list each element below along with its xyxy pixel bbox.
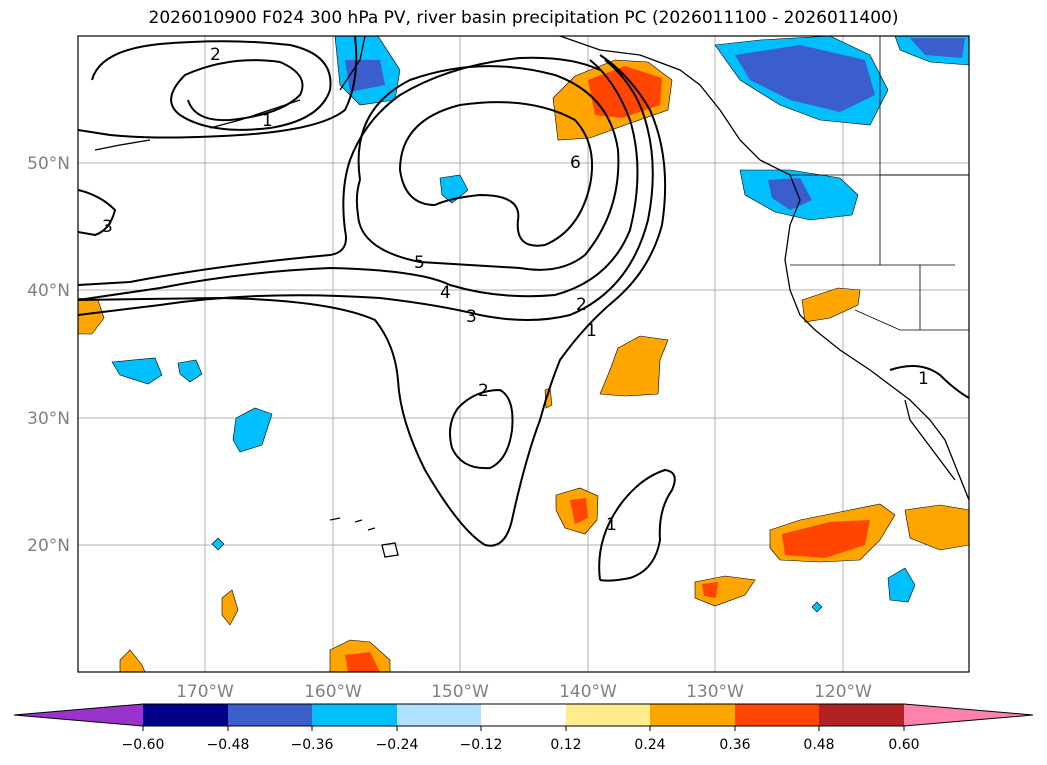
lon-label: 170°W [176, 682, 234, 702]
contour-label: 3 [102, 217, 113, 237]
colorbar-segment [312, 704, 397, 726]
contour-label: 4 [440, 283, 451, 303]
pv-contour-1-east [889, 365, 969, 399]
contour-labels: 2 1 3 6 5 4 3 2 1 2 1 1 [102, 45, 929, 535]
contour-label: 1 [606, 515, 617, 535]
contour-label: 6 [570, 153, 581, 173]
pv-contour-5 [355, 65, 620, 271]
pv-contour-2-north [91, 40, 332, 131]
map-plot-area: 2 1 3 6 5 4 3 2 1 2 1 1 [78, 36, 969, 672]
neg-blob-midpacific [439, 174, 469, 204]
contour-label: 1 [918, 369, 929, 389]
contour-label: 5 [414, 253, 425, 273]
coast-alaska [94, 36, 761, 161]
colorbar-tick-label: −0.48 [207, 737, 250, 753]
lon-label: 130°W [686, 682, 744, 702]
colorbar-segment [143, 704, 228, 726]
contour-label: 2 [478, 381, 489, 401]
coastlines [94, 36, 969, 558]
colorbar-segment [397, 704, 481, 726]
coast-baja [904, 399, 956, 481]
contour-label: 1 [586, 321, 597, 341]
pos-blob-california [801, 287, 861, 323]
coast-north-america [759, 159, 969, 501]
pos-blob-east-pacific [599, 335, 669, 397]
neg-blob-hawaii-n [232, 407, 273, 453]
colorbar-tick-label: −0.12 [460, 737, 503, 753]
pos-blob-mexico [904, 504, 969, 551]
lon-label: 120°W [814, 682, 872, 702]
positive-pc-areas [78, 59, 969, 672]
colorbar-tick-label: 0.12 [550, 737, 581, 753]
hawaii-islands [329, 517, 399, 558]
contour-label: 2 [210, 45, 221, 65]
lat-label: 30°N [27, 409, 70, 429]
neg-blob-west1 [111, 357, 163, 385]
pv-contour-1-north [78, 36, 358, 139]
borders [790, 36, 969, 331]
pv-contour-1-main [78, 54, 667, 547]
contour-label: 3 [466, 307, 477, 327]
pv-contour-4 [78, 59, 639, 301]
latitude-labels: 50°N 40°N 30°N 20°N [27, 154, 70, 556]
colorbar-ticks [142, 726, 905, 731]
pos-blob-hawaii-s [221, 589, 239, 626]
map-frame [77, 35, 970, 673]
colorbar-tick-label: −0.24 [376, 737, 419, 753]
contour-label: 1 [262, 111, 273, 131]
pos-blob-bottom2 [119, 649, 146, 672]
lat-label: 50°N [27, 154, 70, 174]
colorbar-tick-label: 0.60 [888, 737, 919, 753]
colorbar-segment [566, 704, 650, 726]
lon-label: 160°W [304, 682, 362, 702]
colorbar-segment [228, 704, 312, 726]
colorbar-segment [650, 704, 735, 726]
pv-contour-3-west [78, 189, 117, 237]
negative-pc-areas [111, 36, 969, 613]
colorbar-segment [14, 704, 143, 726]
contour-label: 2 [576, 295, 587, 315]
pv-contours [78, 36, 969, 582]
pv-contour-2-south [449, 388, 514, 470]
colorbar-segment [904, 704, 1033, 726]
lon-label: 140°W [559, 682, 617, 702]
lon-label: 150°W [431, 682, 489, 702]
neg-blob-tropics-e [887, 567, 916, 603]
colorbar-segment [819, 704, 904, 726]
pv-contour-6 [399, 101, 594, 247]
pv-contour-3 [78, 59, 654, 321]
colorbar-segment [481, 704, 566, 726]
longitude-labels: 170°W 160°W 150°W 140°W 130°W 120°W [176, 682, 872, 702]
colorbar-tick-label: −0.60 [122, 737, 165, 753]
neg-blob-west2 [177, 359, 203, 383]
colorbar-tick-label: −0.36 [291, 737, 334, 753]
colorbar-tick-label: 0.48 [803, 737, 834, 753]
lat-label: 20°N [27, 536, 70, 556]
colorbar-tick-label: 0.36 [719, 737, 750, 753]
pv-contour-1-south [598, 468, 676, 582]
pv-contour-2-main [78, 56, 601, 286]
lat-label: 40°N [27, 281, 70, 301]
colorbar-segment [735, 704, 819, 726]
colorbar: −0.60 −0.48 −0.36 −0.24 −0.12 0.12 0.24 … [13, 703, 1034, 753]
map-title: 2026010900 F024 300 hPa PV, river basin … [148, 8, 899, 28]
colorbar-tick-label: 0.24 [634, 737, 665, 753]
